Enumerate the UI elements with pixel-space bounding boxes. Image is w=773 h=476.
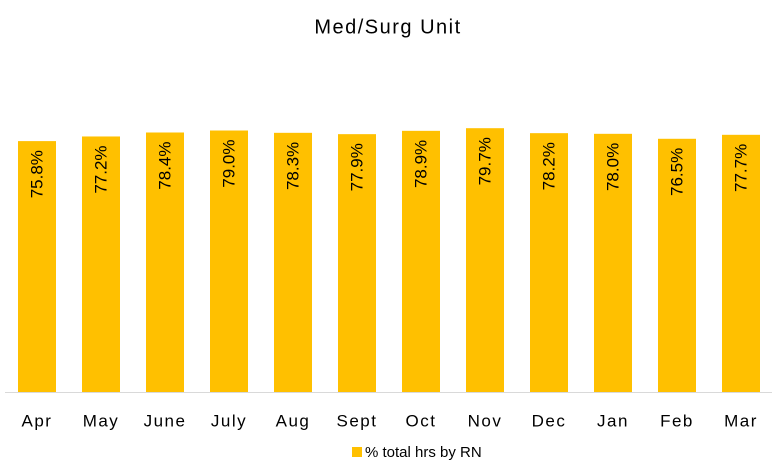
bar (274, 132, 312, 392)
bar (466, 128, 504, 392)
data-label: 76.5% (667, 148, 686, 196)
data-label: 78.0% (603, 143, 622, 191)
x-tick-label: Apr (22, 411, 53, 430)
legend-label: % total hrs by RN (365, 444, 482, 461)
x-tick-label: May (83, 411, 120, 430)
x-tick-label: Oct (406, 411, 437, 430)
x-tick-label: Sept (337, 411, 378, 430)
x-tick-label: Mar (724, 411, 758, 430)
bar (658, 138, 696, 392)
bar (82, 136, 120, 392)
data-label: 78.4% (155, 141, 174, 189)
data-label: 79.7% (475, 137, 494, 185)
x-tick-label: Feb (660, 411, 694, 430)
legend-swatch (352, 447, 362, 457)
data-label: 77.9% (347, 143, 366, 191)
data-label: 78.2% (539, 142, 558, 190)
bar (530, 133, 568, 392)
data-label: 75.8% (27, 150, 46, 198)
x-tick-label: July (211, 411, 247, 430)
data-label: 77.7% (731, 144, 750, 192)
bar (594, 133, 632, 392)
chart-title: Med/Surg Unit (314, 16, 461, 38)
x-tick-label: June (144, 411, 187, 430)
x-tick-label: Nov (468, 411, 503, 430)
data-label: 79.0% (219, 140, 238, 188)
x-tick-label: Jan (597, 411, 629, 430)
bar (402, 130, 440, 392)
bar (722, 134, 760, 393)
bar (338, 134, 376, 392)
x-tick-label: Dec (532, 411, 567, 430)
data-label: 78.9% (411, 140, 430, 188)
bar (18, 141, 56, 392)
bar (146, 132, 184, 392)
data-label: 78.3% (283, 142, 302, 190)
bar (210, 130, 248, 392)
data-label: 77.2% (91, 145, 110, 193)
x-tick-label: Aug (276, 411, 311, 430)
